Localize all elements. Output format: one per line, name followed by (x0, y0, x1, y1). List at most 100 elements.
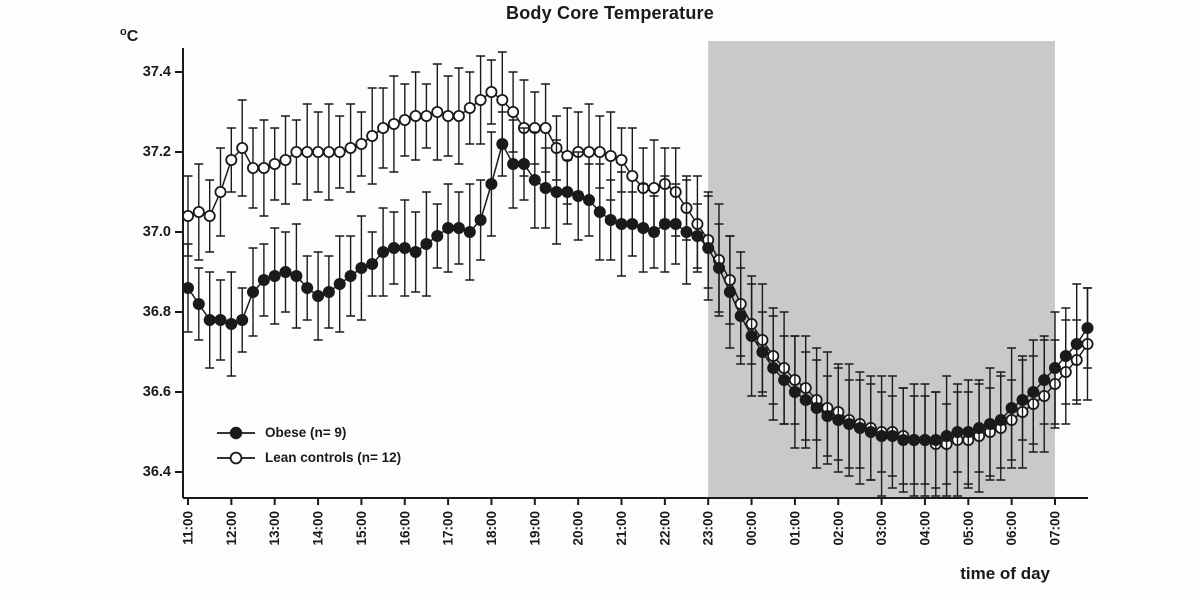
y-tick-label: 37.2 (143, 144, 171, 160)
open-circle-marker-icon (217, 451, 255, 464)
filled-circle-marker-icon (217, 426, 255, 439)
data-point (778, 373, 791, 386)
data-point (919, 433, 932, 446)
x-tick-label: 06:00 (1004, 511, 1019, 546)
x-tick-label: 02:00 (831, 511, 846, 546)
data-point (756, 345, 769, 358)
x-tick-label: 04:00 (917, 511, 932, 546)
data-point (301, 145, 314, 158)
data-point (1016, 393, 1029, 406)
data-point (203, 209, 216, 222)
data-point (897, 433, 910, 446)
data-point (583, 145, 596, 158)
data-point (214, 185, 227, 198)
x-tick-label: 16:00 (397, 511, 412, 546)
data-point (940, 429, 953, 442)
x-tick-label: 13:00 (267, 511, 282, 546)
x-axis-title: time of day (960, 564, 1050, 583)
data-point (301, 281, 314, 294)
data-point (192, 297, 205, 310)
data-point (951, 425, 964, 438)
data-point (799, 393, 812, 406)
data-point (648, 181, 661, 194)
data-point (615, 217, 628, 230)
data-point (734, 309, 747, 322)
data-point (496, 137, 509, 150)
data-point (518, 157, 531, 170)
data-point (1081, 321, 1094, 334)
data-point (984, 417, 997, 430)
data-point (181, 281, 194, 294)
data-point (181, 209, 194, 222)
data-point (615, 153, 628, 166)
data-point (593, 145, 606, 158)
x-tick-label: 15:00 (354, 511, 369, 546)
data-point (431, 106, 444, 119)
data-point (691, 229, 704, 242)
data-point (442, 221, 455, 234)
x-tick-label: 11:00 (181, 511, 196, 545)
data-point (821, 409, 834, 422)
data-point (322, 145, 335, 158)
data-point (398, 241, 411, 254)
data-point (723, 285, 736, 298)
data-point (236, 141, 249, 154)
data-point (1038, 373, 1051, 386)
data-point (312, 145, 325, 158)
data-point (745, 329, 758, 342)
data-point (279, 153, 292, 166)
data-point (788, 385, 801, 398)
x-tick-label: 05:00 (961, 511, 976, 546)
unit-base: C (126, 28, 139, 45)
data-point (268, 269, 281, 282)
x-tick-label: 17:00 (441, 511, 456, 546)
data-point (333, 277, 346, 290)
data-point (994, 413, 1007, 426)
y-tick-label: 36.4 (143, 464, 171, 480)
axes (182, 48, 1088, 499)
x-tick-label: 22:00 (657, 511, 672, 546)
data-point (355, 261, 368, 274)
series-obese (181, 111, 1094, 497)
data-point (973, 421, 986, 434)
data-point (409, 110, 422, 123)
data-point (246, 285, 259, 298)
data-point (1049, 361, 1062, 374)
data-point (832, 413, 845, 426)
data-point (485, 86, 498, 99)
legend-item-lean: Lean controls (n= 12) (216, 445, 401, 470)
data-point (767, 361, 780, 374)
data-point (377, 245, 390, 258)
data-point (246, 161, 259, 174)
data-point (355, 137, 368, 150)
data-point (366, 257, 379, 270)
y-tick-label: 37.4 (143, 64, 171, 80)
data-point (420, 110, 433, 123)
x-tick-label: 01:00 (787, 511, 802, 546)
data-point (387, 241, 400, 254)
data-point (658, 217, 671, 230)
data-point (409, 245, 422, 258)
legend-label: Obese (n= 9) (265, 425, 347, 440)
x-tick-label: 12:00 (224, 511, 239, 546)
data-point (485, 177, 498, 190)
x-tick-label: 18:00 (484, 511, 499, 546)
data-point (843, 417, 856, 430)
unit-sup: o (120, 26, 127, 38)
data-point (561, 185, 574, 198)
data-point (463, 102, 476, 115)
legend-label: Lean controls (n= 12) (265, 450, 402, 465)
data-point (344, 141, 357, 154)
data-point (333, 145, 346, 158)
data-point (507, 106, 520, 119)
data-point (203, 313, 216, 326)
data-point (1005, 401, 1018, 414)
data-point (322, 285, 335, 298)
y-tick-label: 36.6 (143, 384, 171, 400)
data-point (539, 181, 552, 194)
data-point (507, 157, 520, 170)
x-tick-label: 20:00 (571, 511, 586, 546)
data-point (583, 193, 596, 206)
y-axis-unit-label: oC (120, 26, 138, 46)
data-point (604, 213, 617, 226)
